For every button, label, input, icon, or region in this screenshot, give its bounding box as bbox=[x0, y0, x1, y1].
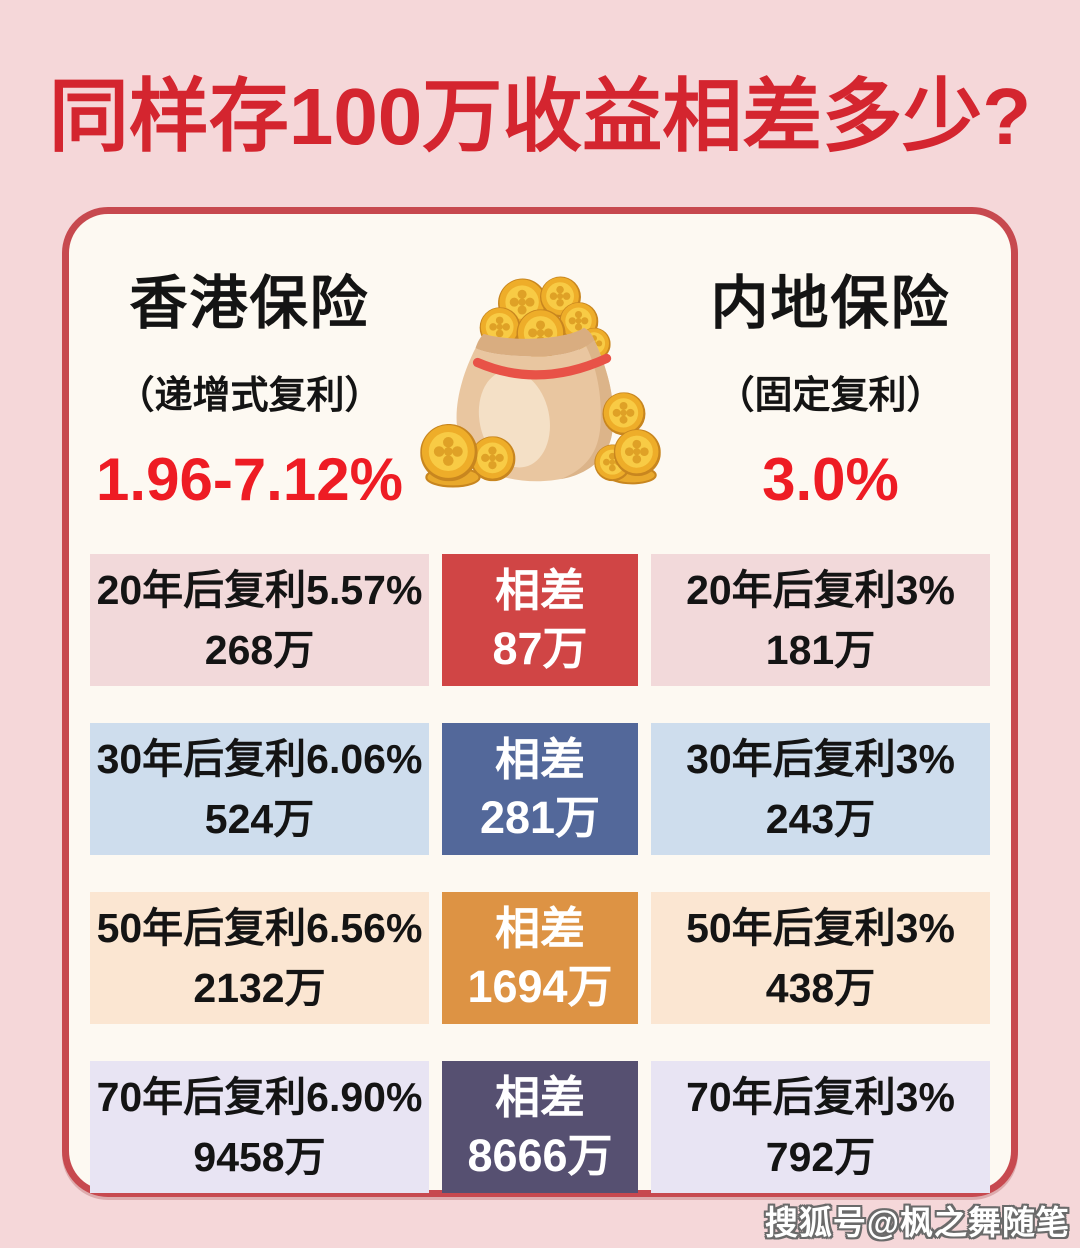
hk-insurance-title: 香港保险 bbox=[129, 271, 370, 336]
mainland-amount-line: 792万 bbox=[765, 1134, 876, 1180]
hk-amount-line: 524万 bbox=[204, 796, 315, 842]
comparison-rows: 20年后复利5.57% 268万 相差 87万 20年后复利3% 181万 30… bbox=[69, 528, 1011, 1193]
hk-value-cell: 50年后复利6.56% 2132万 bbox=[90, 892, 429, 1024]
card-header: 香港保险 （递增式复利） 1.96-7.12% bbox=[69, 214, 1011, 528]
watermark: 搜狐号@枫之舞随笔 bbox=[764, 1204, 1070, 1241]
difference-label: 相差 bbox=[494, 1072, 585, 1123]
hk-rate-line: 50年后复利6.56% bbox=[96, 905, 423, 951]
mainland-amount-line: 243万 bbox=[765, 796, 876, 842]
difference-amount: 8666万 bbox=[467, 1130, 613, 1181]
hk-amount-line: 9458万 bbox=[193, 1134, 326, 1180]
page-title: 同样存100万收益相差多少? bbox=[48, 72, 1032, 161]
difference-amount: 1694万 bbox=[467, 961, 613, 1012]
difference-cell: 相差 1694万 bbox=[442, 892, 638, 1024]
mainland-amount-line: 438万 bbox=[765, 965, 876, 1011]
mainland-insurance-header: 内地保险 （固定复利） 3.0% bbox=[668, 248, 993, 514]
mainland-rate-line: 30年后复利3% bbox=[686, 736, 955, 782]
mainland-value-cell: 70年后复利3% 792万 bbox=[651, 1061, 990, 1193]
money-bag-icon bbox=[412, 258, 668, 508]
mainland-value-cell: 20年后复利3% 181万 bbox=[651, 554, 990, 686]
difference-amount: 87万 bbox=[492, 623, 588, 674]
hk-value-cell: 70年后复利6.90% 9458万 bbox=[90, 1061, 429, 1193]
difference-cell: 相差 87万 bbox=[442, 554, 638, 686]
difference-label: 相差 bbox=[494, 903, 585, 954]
hk-value-cell: 20年后复利5.57% 268万 bbox=[90, 554, 429, 686]
mainland-insurance-rate: 3.0% bbox=[762, 446, 899, 513]
mainland-insurance-title: 内地保险 bbox=[710, 271, 951, 336]
difference-label: 相差 bbox=[494, 734, 585, 785]
hk-insurance-header: 香港保险 （递增式复利） 1.96-7.12% bbox=[87, 248, 412, 514]
hk-insurance-rate: 1.96-7.12% bbox=[96, 446, 403, 513]
hk-rate-line: 30年后复利6.06% bbox=[96, 736, 423, 782]
mainland-rate-line: 50年后复利3% bbox=[686, 905, 955, 951]
comparison-row-70y: 70年后复利6.90% 9458万 相差 8666万 70年后复利3% 792万 bbox=[90, 1061, 990, 1193]
hk-rate-line: 20年后复利5.57% bbox=[96, 567, 423, 613]
hk-insurance-subtitle: （递增式复利） bbox=[116, 375, 383, 417]
hk-amount-line: 2132万 bbox=[193, 965, 326, 1011]
mainland-value-cell: 30年后复利3% 243万 bbox=[651, 723, 990, 855]
ground-coins bbox=[420, 392, 661, 488]
mainland-rate-line: 20年后复利3% bbox=[686, 567, 955, 613]
mainland-rate-line: 70年后复利3% bbox=[686, 1074, 955, 1120]
mainland-amount-line: 181万 bbox=[765, 627, 876, 673]
mainland-value-cell: 50年后复利3% 438万 bbox=[651, 892, 990, 1024]
comparison-row-20y: 20年后复利5.57% 268万 相差 87万 20年后复利3% 181万 bbox=[90, 554, 990, 686]
difference-label: 相差 bbox=[494, 565, 585, 616]
comparison-row-30y: 30年后复利6.06% 524万 相差 281万 30年后复利3% 243万 bbox=[90, 723, 990, 855]
hk-rate-line: 70年后复利6.90% bbox=[96, 1074, 423, 1120]
comparison-row-50y: 50年后复利6.56% 2132万 相差 1694万 50年后复利3% 438万 bbox=[90, 892, 990, 1024]
hk-amount-line: 268万 bbox=[204, 627, 315, 673]
difference-cell: 相差 8666万 bbox=[442, 1061, 638, 1193]
difference-amount: 281万 bbox=[479, 792, 601, 843]
mainland-insurance-subtitle: （固定复利） bbox=[716, 375, 945, 417]
hk-value-cell: 30年后复利6.06% 524万 bbox=[90, 723, 429, 855]
comparison-card: 香港保险 （递增式复利） 1.96-7.12% bbox=[62, 207, 1018, 1197]
difference-cell: 相差 281万 bbox=[442, 723, 638, 855]
